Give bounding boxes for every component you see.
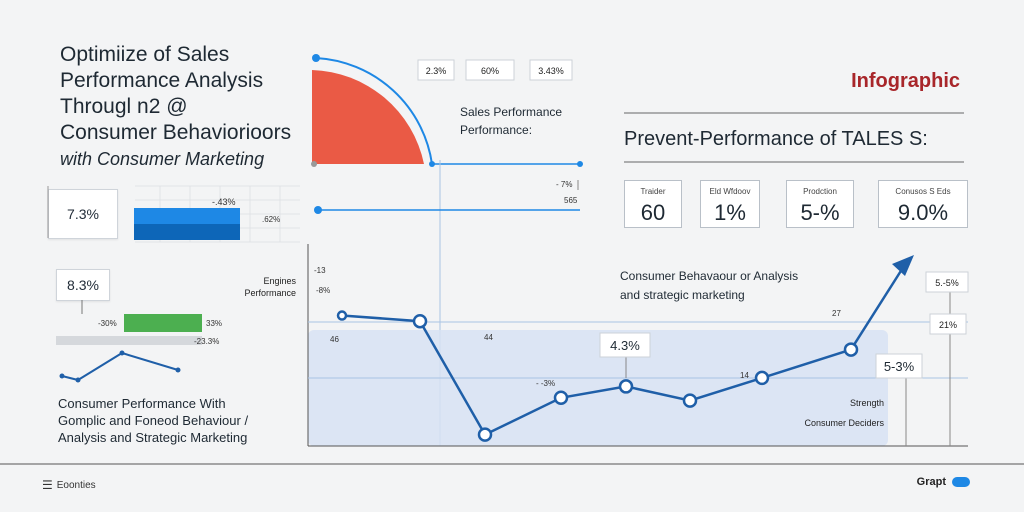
prevent-title: Prevent-Performance of TALES S:	[624, 128, 928, 150]
spark-point	[119, 350, 125, 356]
chart-tick-label: -13	[314, 266, 326, 275]
bar-label: -23.3%	[194, 337, 219, 346]
callout-box	[599, 332, 651, 358]
chart-label: Performance	[244, 288, 296, 298]
data-point[interactable]	[682, 393, 698, 408]
bar-label: -.43%	[212, 197, 236, 207]
footer-left: ☰ Eoonties	[42, 478, 96, 492]
kpi-value: 60	[640, 200, 666, 225]
red-quarter-gauge	[312, 70, 424, 164]
callout-box	[875, 353, 923, 379]
line-series-layer	[336, 265, 906, 442]
caption-line: Gomplic and Foneod Behaviour /	[58, 413, 248, 428]
chart-value-label: 46	[330, 335, 339, 344]
title-line: Performance Analysis	[60, 69, 264, 92]
stat-value: 7.3%	[67, 206, 99, 222]
callout-value: 5-3%	[884, 359, 915, 374]
bar-label: 33%	[206, 319, 222, 328]
footer-right-label: Grapt	[916, 476, 946, 488]
kpi-value: 1%	[714, 200, 746, 225]
chart-label: Strength	[850, 398, 884, 408]
kpi-value: 9.0%	[897, 200, 949, 225]
top-value-box	[529, 59, 573, 81]
slider-label: 565	[564, 196, 578, 205]
data-point[interactable]	[843, 342, 859, 357]
bar-label: -30%	[98, 319, 117, 328]
behaviour-label: Consumer Behavaour or Analysis	[620, 269, 798, 283]
top-value: 60%	[481, 66, 499, 76]
kpi-label: Prodction	[803, 187, 837, 196]
chart-value-label: 44	[484, 333, 493, 342]
callout-value: 21%	[939, 320, 957, 330]
title-line: Througl n2 @	[60, 95, 188, 118]
top-value: 3.43%	[538, 66, 564, 76]
page-title: Optimiize of Sales Performance Analysis …	[60, 42, 291, 172]
chart-band	[308, 330, 888, 446]
top-value: 2.3%	[426, 66, 447, 76]
top-value-box	[417, 59, 455, 81]
gauge-arc	[315, 57, 433, 165]
subtitle: with Consumer Marketing	[60, 149, 265, 169]
spark-point	[59, 373, 65, 379]
data-point[interactable]	[477, 427, 493, 442]
data-point[interactable]	[618, 379, 634, 394]
menu-icon: ☰	[42, 478, 53, 492]
slider-label: - 7%	[556, 180, 572, 189]
data-point[interactable]	[754, 370, 770, 386]
kpi-label: Eld Wfdoov	[709, 187, 751, 196]
spark-point	[175, 367, 181, 373]
callout-box	[925, 271, 969, 293]
trend-arrow-icon	[892, 255, 914, 276]
mini-sparkline	[61, 351, 179, 382]
slider-handle[interactable]	[314, 206, 322, 214]
kpi-label: Conusos S Eds	[895, 187, 951, 196]
chart-label: Engines	[263, 276, 296, 286]
data-point[interactable]	[336, 310, 348, 321]
gray-bar	[56, 336, 202, 345]
top-value-box	[465, 59, 515, 81]
blue-bar-bottom	[134, 224, 240, 240]
callout-box	[929, 313, 967, 335]
sales-perf-label: Performance:	[460, 123, 532, 137]
callout-value: 5.-5%	[935, 278, 959, 288]
stat-value: 8.3%	[67, 277, 99, 293]
kpi-box: Eld Wfdoov 1%	[700, 180, 760, 228]
infographic-label: Infographic	[851, 70, 960, 92]
title-line: Optimiize of Sales	[60, 43, 230, 66]
footer-right: Grapt	[917, 476, 970, 488]
gauge-handle[interactable]	[312, 54, 320, 62]
stat-box-2: 8.3%	[56, 269, 110, 301]
caption-line: Consumer Performance With	[58, 396, 226, 411]
kpi-box: Traider 60	[624, 180, 682, 228]
slider-handle[interactable]	[577, 161, 583, 167]
kpi-box: Conusos S Eds 9.0%	[878, 180, 968, 228]
kpi-label: Traider	[640, 187, 666, 196]
chart-value-label: 27	[832, 309, 841, 318]
sales-perf-label: Sales Performance	[460, 105, 562, 119]
title-line: Consumer Behaviorioors	[60, 121, 292, 144]
kpi-box: Prodction 5-%	[786, 180, 854, 228]
bar-label: .62%	[262, 215, 280, 224]
chart-value-label: - -3%	[536, 379, 555, 388]
green-bar	[124, 314, 202, 332]
behaviour-label: and strategic marketing	[620, 288, 745, 302]
footer-left-label: Eoonties	[56, 479, 96, 491]
caption-line: Analysis and Strategic Marketing	[58, 430, 247, 445]
cloud-icon	[952, 477, 970, 487]
gauge-origin	[311, 161, 317, 167]
data-point[interactable]	[553, 390, 569, 406]
chart-value-label: 14	[740, 371, 749, 380]
kpi-value: 5-%	[800, 200, 840, 225]
data-point[interactable]	[412, 313, 428, 329]
blue-bar-top	[134, 208, 240, 224]
chart-tick-label: -8%	[316, 286, 330, 295]
callout-value: 4.3%	[610, 338, 640, 353]
chart-label: Consumer Deciders	[804, 418, 884, 428]
spark-point	[75, 377, 81, 383]
